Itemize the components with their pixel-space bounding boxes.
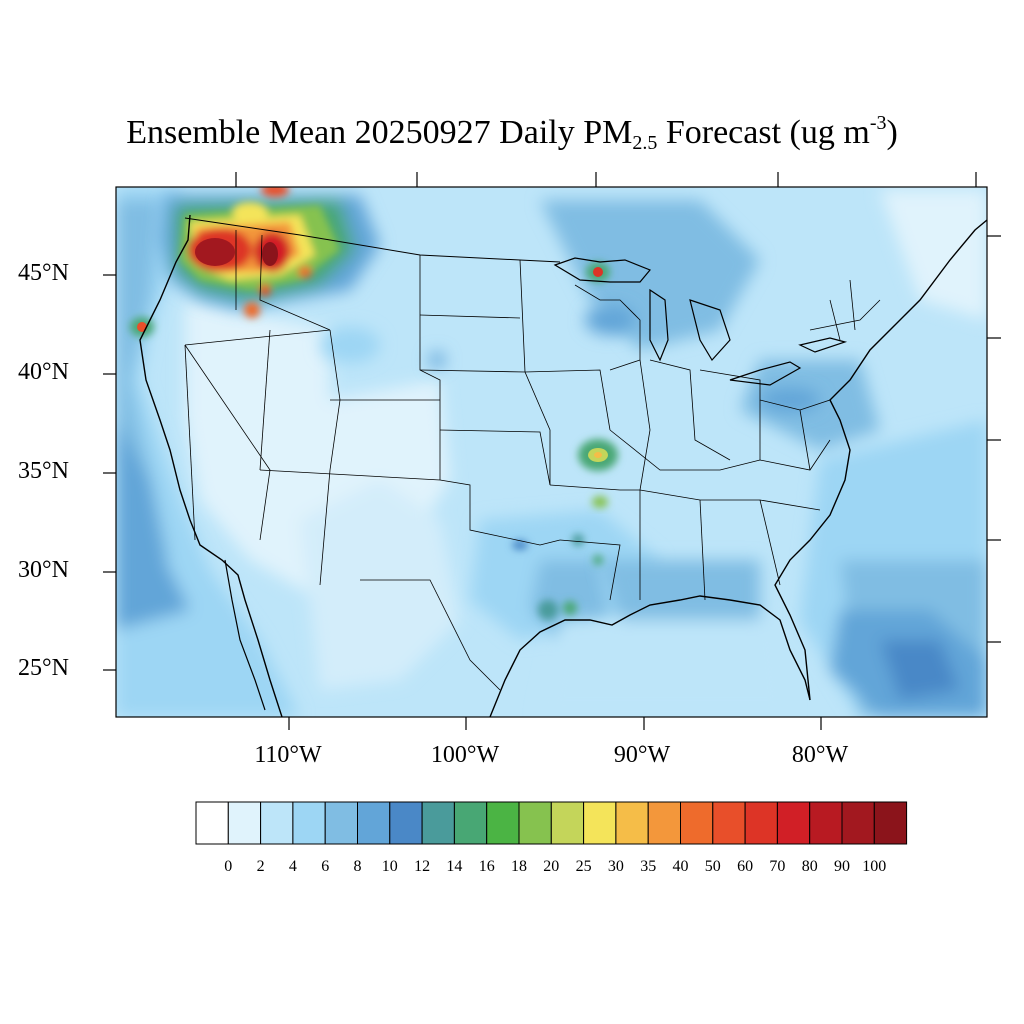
colorbar-label-8: 16 [478,858,495,875]
map-frame [115,186,988,718]
colorbar-label-9: 18 [511,858,527,875]
colorbar-cell-4 [324,801,358,845]
colorbar-cell-8 [453,801,488,845]
eastern-region [470,190,987,717]
plot-title: Ensemble Mean 20250927 Daily PM2.5 Forec… [0,112,1024,155]
title-subscript: 2.5 [632,132,658,154]
colorbar-label-6: 12 [414,858,431,875]
colorbar-label-2: 4 [288,858,297,875]
colorbar-label-16: 60 [737,858,754,875]
colorbar-cell-1 [227,801,262,845]
lat-label-25: 25°N [18,655,69,681]
colorbar-cell-21 [873,801,908,845]
pacific-region [116,187,300,717]
interior-west [185,300,460,690]
title-units: Forecast (ug m [657,114,870,151]
colorbar-label-14: 40 [672,858,689,875]
colorbar-cell-0 [195,801,229,845]
gulf-coast-hotspots [512,534,603,620]
east-coastline [774,219,987,701]
colorbar-cell-14 [647,801,682,845]
west-coastline [139,214,283,717]
interior-blue-patches [320,305,820,412]
colorbar-cell-15 [680,801,714,845]
lat-label-30: 30°N [18,557,69,583]
colorbar-cell-11 [550,801,585,845]
colorbar-label-1: 2 [256,858,265,875]
lat-label-40: 40°N [18,359,69,385]
colorbar-label-4: 8 [353,858,362,875]
colorbar-label-10: 20 [543,858,560,875]
baja-coastline [224,559,266,711]
concentration-field [116,187,987,717]
colorbar-label-13: 35 [640,858,657,875]
colorbar-cell-16 [712,801,746,845]
colorbar-label-7: 14 [446,858,463,875]
colorbar [195,801,908,845]
lon-label-100w: 100°W [430,742,500,768]
colorbar-cell-2 [260,801,294,845]
state-lines [184,230,881,691]
colorbar-cell-5 [357,801,391,845]
colorbar-label-12: 30 [607,858,624,875]
colorbar-cell-9 [486,801,520,845]
colorbar-cell-6 [389,801,423,845]
boundaries [139,214,987,717]
lon-label-110w: 110°W [254,742,322,768]
lon-label-80w: 80°W [791,742,849,768]
map-ticks [103,172,1001,730]
colorbar-cell-10 [518,801,552,845]
title-close: ) [886,114,898,151]
colorbar-cell-7 [421,801,455,845]
lon-label-90w: 90°W [613,742,671,768]
colorbar-cell-13 [615,801,649,845]
lat-label-35: 35°N [18,458,69,484]
title-superscript: -3 [869,112,887,134]
colorbar-cell-20 [841,801,875,845]
colorbar-cell-3 [292,801,326,845]
lake-superior-hotspot [586,262,610,282]
colorbar-label-20: 100 [862,858,887,875]
colorbar-label-19: 90 [834,858,850,875]
colorbar-cell-17 [744,801,778,845]
colorbar-cell-19 [809,801,843,845]
colorbar-label-5: 10 [381,858,398,875]
great-lakes [553,257,848,386]
colorbar-cell-18 [776,801,811,845]
colorbar-label-11: 25 [575,858,592,875]
gulf-coastline [489,595,811,717]
colorbar-label-18: 80 [801,858,818,875]
colorbar-cell-12 [583,801,617,845]
colorbar-label-3: 6 [321,858,330,875]
colorbar-label-0: 0 [224,858,233,875]
lat-label-45: 45°N [18,260,69,286]
arkansas-hotspot [578,439,618,508]
colorbar-label-17: 70 [769,858,786,875]
title-text: Ensemble Mean 20250927 Daily PM [126,114,633,151]
colorbar-label-15: 50 [704,858,721,875]
oregon-coast-hotspot [130,317,154,337]
